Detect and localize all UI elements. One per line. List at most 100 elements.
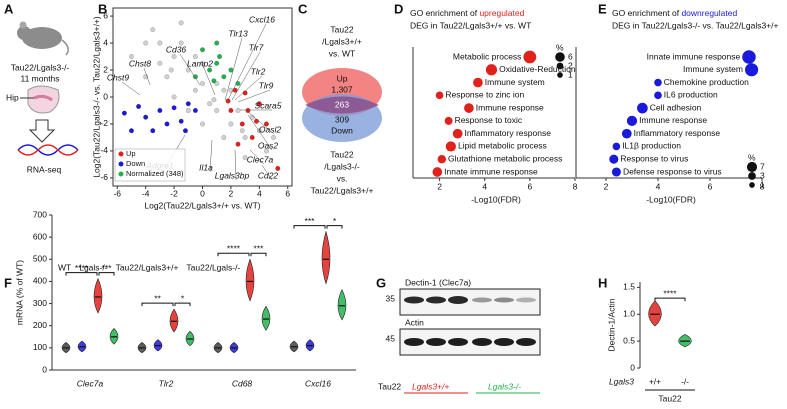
gene-label: Oas2 xyxy=(258,140,279,150)
brain xyxy=(27,85,60,114)
gene-label: Chst9 xyxy=(107,72,129,82)
x-tick-label: Cxcl16 xyxy=(305,378,331,388)
category-label: Immune system xyxy=(485,77,545,87)
point xyxy=(157,107,163,113)
bands xyxy=(404,338,536,346)
category-label: Response to toxic xyxy=(455,115,523,125)
leader-line xyxy=(143,67,151,86)
point xyxy=(185,101,191,107)
legend-swatch xyxy=(118,161,124,167)
venn-down-count: 309 xyxy=(335,114,349,124)
x-tick-label: -/- xyxy=(681,376,689,386)
y-tick-label: -2 xyxy=(100,118,108,128)
point xyxy=(136,103,142,109)
x-tick-label: 8 xyxy=(760,181,765,191)
size-legend-label: 1 xyxy=(760,179,765,189)
venn-top-label: /Lgals3+/+ xyxy=(322,36,362,46)
venn-bottom-label: vs. xyxy=(337,173,348,183)
y-tick-label: -4 xyxy=(100,145,108,155)
point xyxy=(217,54,223,60)
gene-label: Lamp2 xyxy=(187,58,213,68)
point xyxy=(207,67,213,73)
legend-swatch xyxy=(118,171,124,177)
sig-label: **** xyxy=(75,263,89,273)
leader-line xyxy=(247,114,273,151)
size-legend-label: 1 xyxy=(568,69,573,79)
y-tick-label: -6 xyxy=(100,172,108,182)
y-tick-label: 600 xyxy=(33,231,47,241)
x-tick-label: 6 xyxy=(527,181,532,191)
size-legend-title: % xyxy=(556,42,564,52)
legend-label: Lgals-/- xyxy=(79,262,108,272)
x-tick-label: 4 xyxy=(482,181,487,191)
dot xyxy=(485,64,498,76)
category-label: Cell adhesion xyxy=(650,102,702,112)
leader-line xyxy=(234,75,263,101)
size-legend-dot xyxy=(557,72,563,78)
y-tick-label: 300 xyxy=(33,298,47,308)
title-highlight: downregulated xyxy=(681,8,737,18)
point xyxy=(249,134,255,140)
leader-line xyxy=(247,111,275,135)
legend-box xyxy=(114,148,186,182)
size-legend-dot xyxy=(748,172,756,180)
band xyxy=(448,338,468,346)
point xyxy=(192,87,198,93)
panel-label: H xyxy=(598,275,607,290)
category-label: Oxidative-Reduction xyxy=(499,64,576,74)
point xyxy=(171,105,177,111)
sig-bracket xyxy=(293,225,326,229)
y-tick-label: 400 xyxy=(33,276,47,286)
sig-label: **** xyxy=(663,288,677,298)
point xyxy=(178,118,184,124)
leader-line xyxy=(203,67,216,96)
dot xyxy=(473,77,483,88)
gene-label: Clec7a xyxy=(247,154,274,164)
y-axis-title: mRNA (% of WT) xyxy=(14,260,24,325)
x-tick-label: 2 xyxy=(437,181,442,191)
point xyxy=(164,74,170,80)
point xyxy=(235,141,241,147)
point xyxy=(207,101,213,107)
point xyxy=(245,107,251,113)
point xyxy=(143,114,149,120)
point xyxy=(199,81,205,87)
band xyxy=(494,338,514,346)
sig-bracket xyxy=(65,272,98,276)
sig-bracket xyxy=(217,252,250,257)
bands xyxy=(404,296,536,304)
point xyxy=(214,107,220,113)
gene-label: Cd36 xyxy=(166,44,187,54)
sig-bracket xyxy=(98,272,115,276)
category-label: Inflammatory response xyxy=(634,128,721,138)
gene-label: Oasl2 xyxy=(259,124,281,134)
violin xyxy=(337,289,347,321)
sig-bracket xyxy=(141,302,174,307)
dot xyxy=(621,128,632,139)
violin xyxy=(648,300,662,327)
point xyxy=(271,134,277,140)
chart-title: DEG in Tau22/Lgals3-/- vs. Tau22/Lgals3+… xyxy=(612,20,779,30)
size-legend-title: % xyxy=(748,152,756,162)
point xyxy=(242,90,248,96)
dot xyxy=(611,167,621,177)
point xyxy=(242,134,248,140)
point xyxy=(128,128,134,134)
dot xyxy=(637,102,648,114)
category-label: IL6 production xyxy=(664,90,718,100)
point xyxy=(192,54,198,60)
hippocampus xyxy=(33,94,53,102)
point xyxy=(239,128,245,134)
y-tick-label: 700 xyxy=(33,209,47,219)
point xyxy=(221,134,227,140)
dna-strand xyxy=(17,144,79,156)
venn-up-count: 1,307 xyxy=(331,84,353,94)
point xyxy=(275,165,281,171)
band xyxy=(494,297,514,303)
x-tick-label: 6 xyxy=(285,188,290,198)
x-tick-label: -4 xyxy=(142,188,150,198)
point xyxy=(263,121,269,127)
gene-label: Il1a xyxy=(199,162,213,172)
dot xyxy=(626,115,638,127)
category-label: Immune response xyxy=(476,102,544,112)
